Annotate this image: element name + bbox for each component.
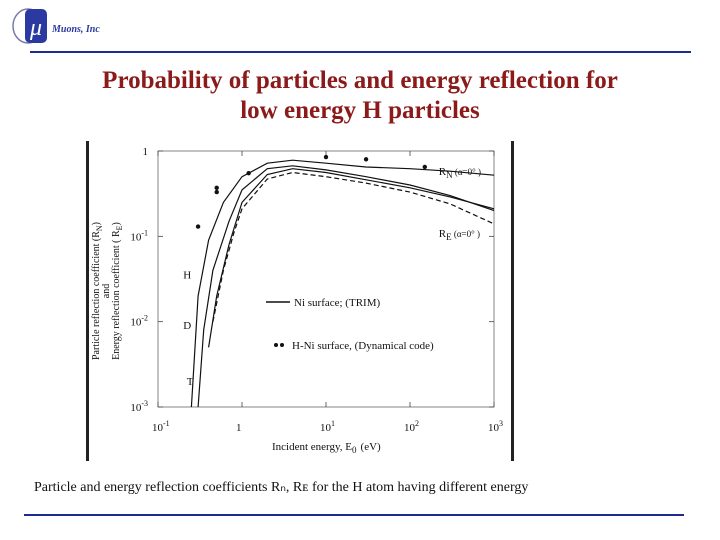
y-tick-label: 10-2 bbox=[130, 314, 148, 329]
xlabel-unit: (eV) bbox=[361, 441, 381, 453]
ylabel-line3-end: ) bbox=[111, 222, 122, 225]
figure-caption: Particle and energy reflection coefficie… bbox=[34, 480, 529, 495]
y-tick-label: 10-1 bbox=[130, 228, 148, 243]
ylabel-line3: Energy reflection coefficient ( R bbox=[111, 230, 122, 360]
legend-dot-swatch-2 bbox=[280, 343, 284, 347]
legend-dot-swatch bbox=[274, 343, 278, 347]
curve-3 bbox=[208, 168, 495, 348]
x-tick-base: 10 bbox=[320, 422, 332, 434]
slide-title: Probability of particles and energy refl… bbox=[40, 66, 680, 126]
y-tick-base: 10 bbox=[130, 317, 142, 329]
curve-1 bbox=[190, 159, 495, 408]
x-tick-exp: 3 bbox=[499, 419, 503, 428]
x-tick-label: 101 bbox=[320, 419, 335, 434]
y-tick-base: 10 bbox=[130, 402, 142, 414]
figure-left-edge bbox=[86, 141, 89, 461]
xlabel-text: Incident energy, E bbox=[272, 441, 352, 453]
x-tick-label: 10-1 bbox=[152, 419, 170, 434]
legend-line-label: Ni surface; (TRIM) bbox=[294, 297, 380, 309]
ylabel-line1-end: ) bbox=[91, 222, 102, 225]
y-axis-label: Particle reflection coefficient (RN) and… bbox=[91, 222, 124, 360]
legend: Ni surface; (TRIM) H-Ni surface, (Dynami… bbox=[266, 297, 434, 352]
x-tick-base: 1 bbox=[236, 422, 242, 434]
bottom-divider bbox=[24, 514, 684, 516]
curve-annotation: RE (α=0° ) bbox=[439, 228, 480, 242]
isotope-label: H bbox=[183, 270, 191, 282]
y-tick-exp: -1 bbox=[141, 228, 148, 237]
curve-2 bbox=[197, 165, 495, 408]
curve-4 bbox=[212, 171, 495, 322]
isotope-label: T bbox=[187, 376, 194, 388]
x-tick-base: 10 bbox=[404, 422, 416, 434]
svg-text:Energy reflection coefficient: Energy reflection coefficient ( RE) bbox=[111, 222, 124, 360]
logo-symbol: μ bbox=[29, 15, 42, 41]
y-tick-base: 10 bbox=[130, 231, 142, 243]
data-dots bbox=[195, 154, 427, 229]
isotope-label: D bbox=[183, 320, 191, 332]
y-tick-exp: -2 bbox=[141, 314, 148, 323]
x-tick-base: 10 bbox=[152, 422, 164, 434]
logo-text: Muons, Inc. bbox=[51, 24, 100, 35]
slide-title-line1: Probability of particles and energy refl… bbox=[102, 67, 618, 94]
x-tick-label: 1 bbox=[236, 422, 242, 434]
annotation-symbol: R bbox=[439, 228, 447, 240]
ylabel-line1: Particle reflection coefficient (R bbox=[91, 231, 102, 360]
data-dot bbox=[363, 157, 369, 162]
top-divider bbox=[30, 51, 691, 53]
x-tick-label: 103 bbox=[488, 419, 503, 434]
curves bbox=[190, 159, 495, 408]
legend-dots-label: H-Ni surface, (Dynamical code) bbox=[292, 340, 434, 352]
x-tick-exp: -1 bbox=[163, 419, 170, 428]
annotations: RN (α=0° )RE (α=0° )HDT bbox=[183, 166, 481, 388]
annotation-sub: N bbox=[446, 170, 453, 180]
annotation-symbol: R bbox=[439, 166, 447, 178]
x-tick-exp: 2 bbox=[415, 419, 419, 428]
y-tick-label: 1 bbox=[143, 146, 149, 158]
xlabel-sub: 0 bbox=[352, 445, 357, 455]
data-dot bbox=[323, 154, 329, 160]
x-tick-exp: 1 bbox=[331, 419, 335, 428]
ylabel-line1-sub: N bbox=[95, 225, 104, 231]
data-dot bbox=[214, 189, 219, 195]
x-axis-label: Incident energy, E0 (eV) bbox=[272, 441, 381, 455]
data-dot bbox=[214, 185, 219, 191]
tick-marks bbox=[157, 150, 495, 408]
ylabel-line2: and bbox=[101, 284, 112, 298]
data-dot bbox=[422, 164, 427, 170]
y-tick-base: 1 bbox=[143, 146, 149, 158]
annotation-sub: E bbox=[446, 232, 452, 242]
x-tick-label: 102 bbox=[404, 419, 419, 434]
x-tick-base: 10 bbox=[488, 422, 500, 434]
curve-annotation: RN (α=0° ) bbox=[439, 166, 481, 180]
svg-text:Particle reflection coefficien: Particle reflection coefficient (RN) bbox=[91, 222, 104, 360]
annotation-angle: (α=0° ) bbox=[452, 229, 480, 239]
data-dot bbox=[246, 170, 251, 176]
figure-right-edge bbox=[511, 141, 514, 461]
muons-logo: μ Muons, Inc. bbox=[8, 5, 102, 47]
annotation-angle: (α=0° ) bbox=[453, 167, 481, 177]
slide-title-line2: low energy H particles bbox=[240, 97, 480, 124]
ylabel-line3-sub: E bbox=[115, 225, 124, 230]
y-tick-label: 10-3 bbox=[130, 399, 148, 414]
y-tick-exp: -3 bbox=[141, 399, 148, 408]
data-dot bbox=[195, 224, 201, 229]
